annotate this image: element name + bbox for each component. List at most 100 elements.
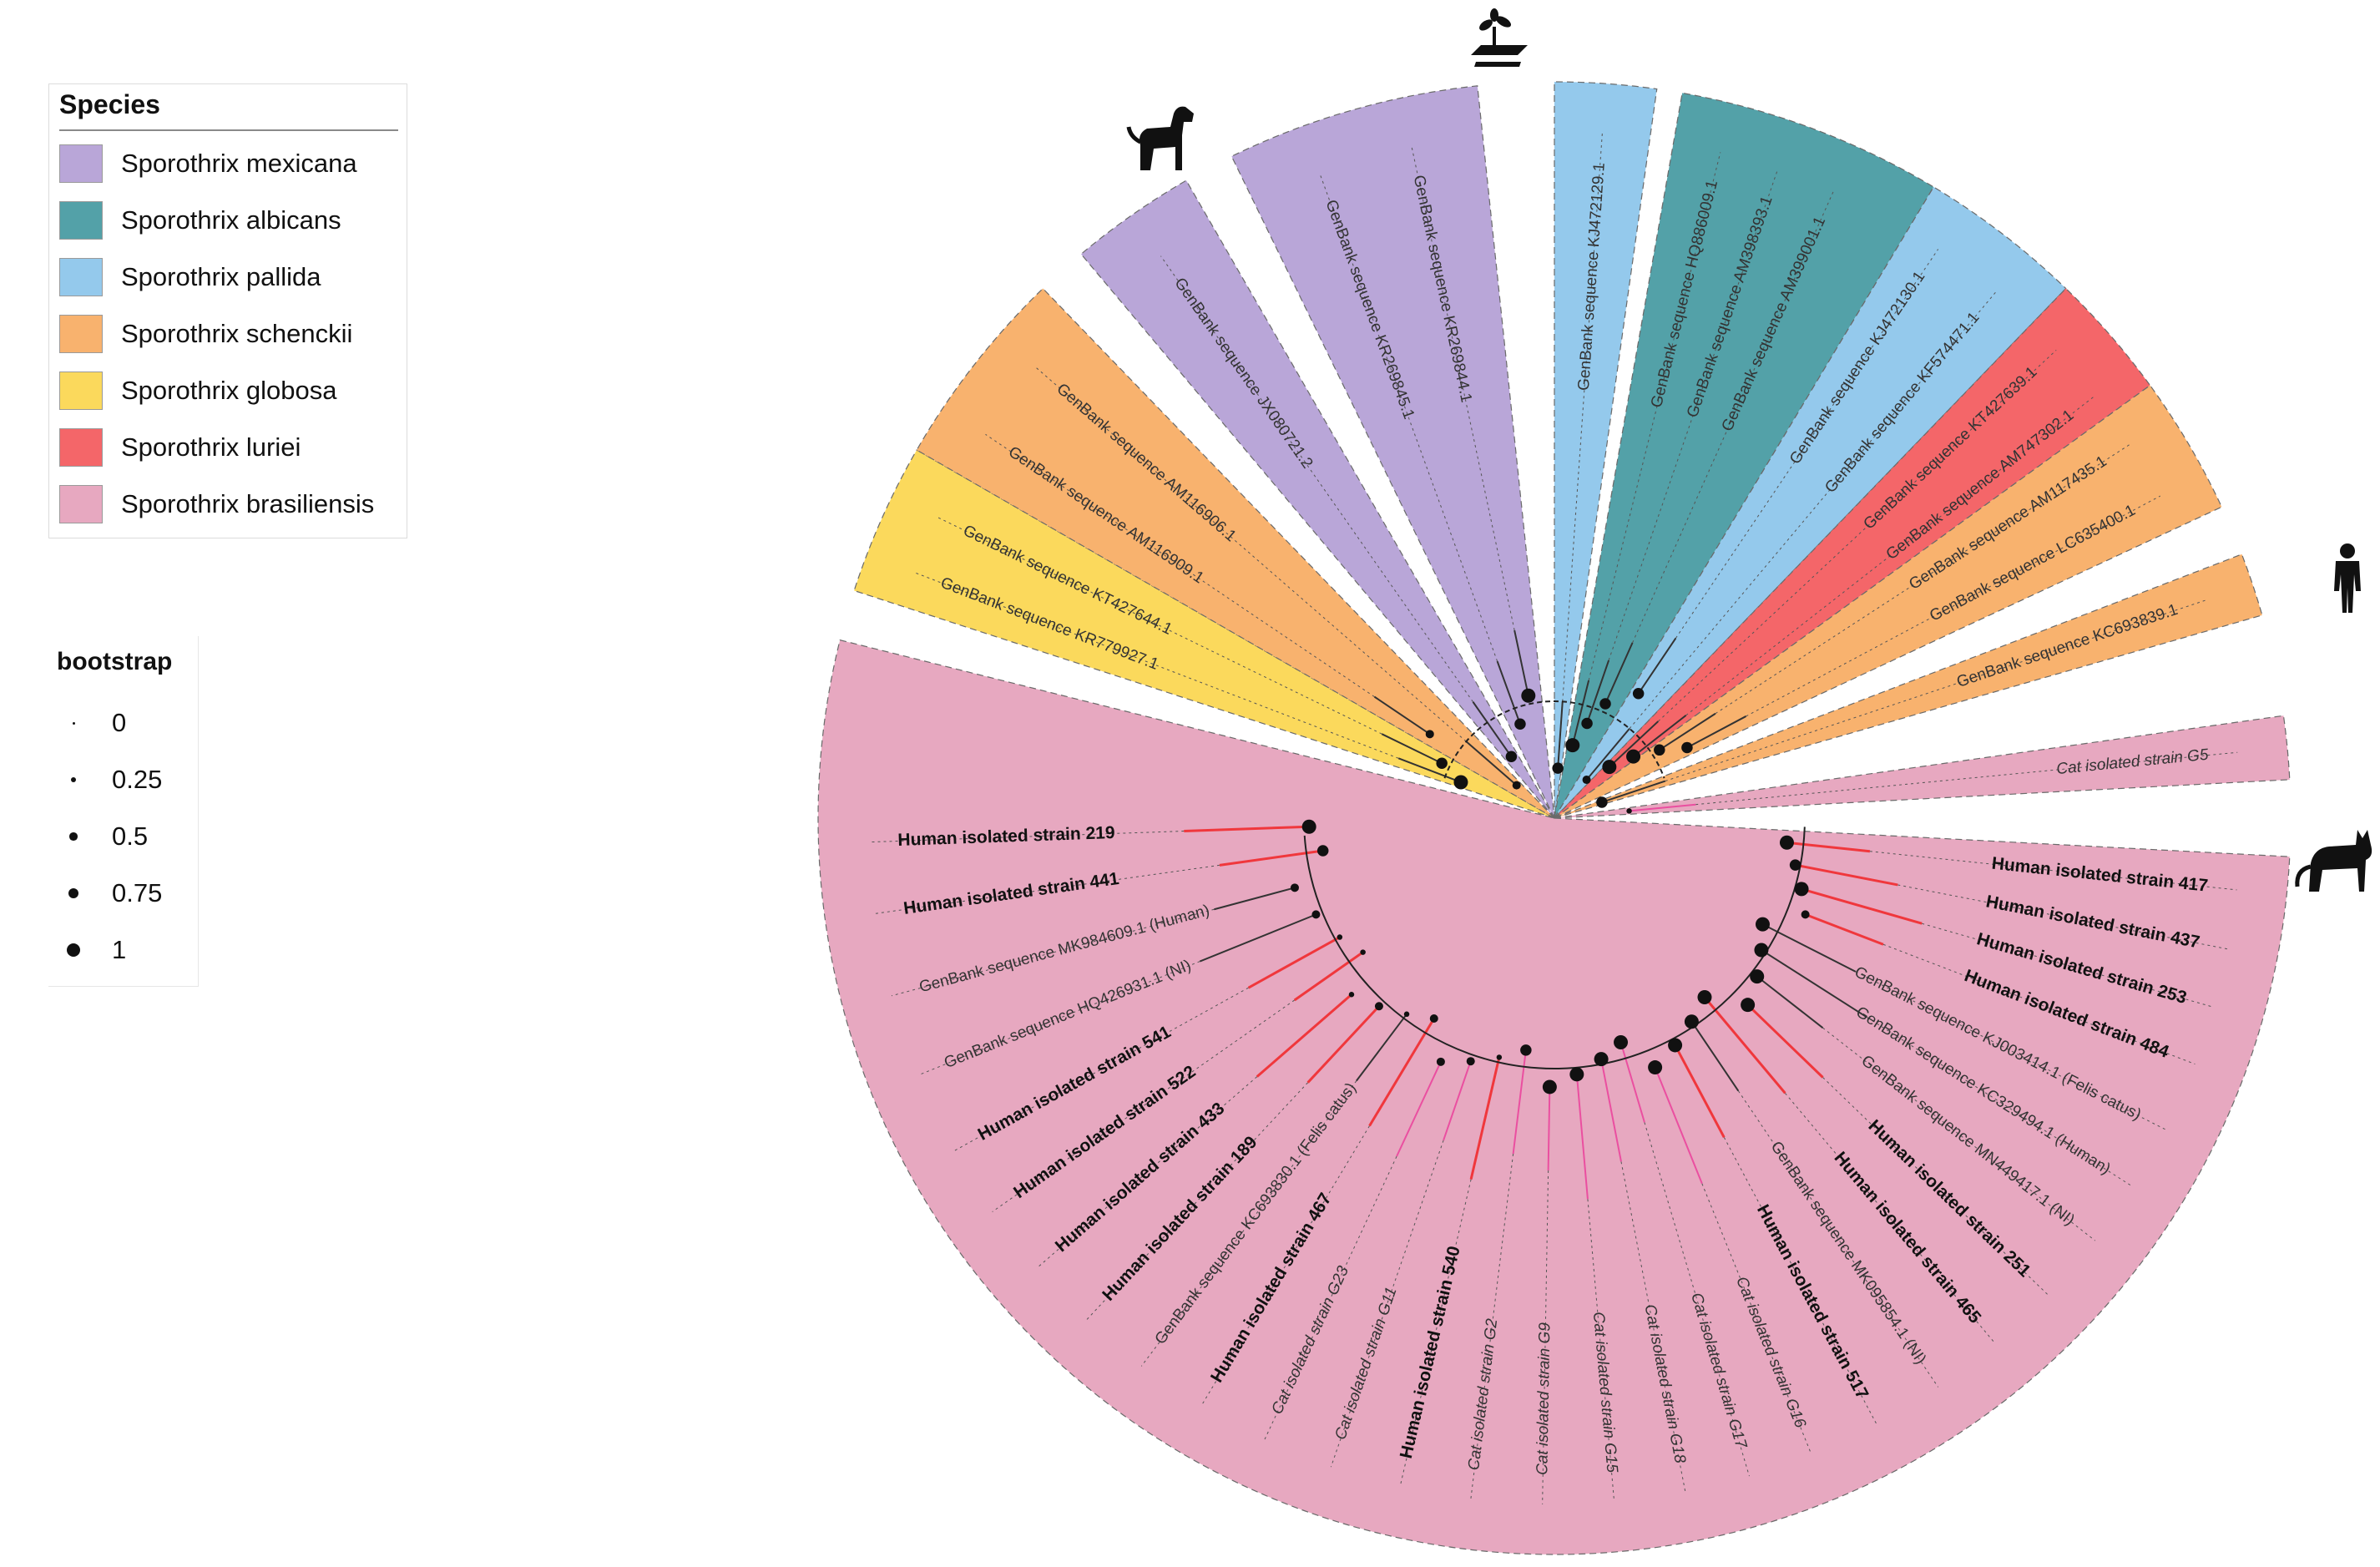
bootstrap-item: 0.5 xyxy=(48,820,190,853)
species-sector xyxy=(1230,85,1555,819)
tip-guide xyxy=(1587,1199,1615,1502)
tip-guide xyxy=(1629,291,1996,730)
bootstrap-dot xyxy=(1360,949,1366,955)
tip-guide xyxy=(937,517,1382,735)
bootstrap-dot xyxy=(1301,819,1316,834)
tip-branch xyxy=(1585,728,1630,781)
clade-arc xyxy=(1443,700,1665,779)
tip-guide xyxy=(1036,1076,1258,1269)
species-sector xyxy=(1554,92,1935,819)
legend-item-pallida: Sporothrix pallida xyxy=(59,258,321,296)
bootstrap-dot xyxy=(1453,775,1468,790)
tip-guide xyxy=(1701,1183,1812,1455)
tip-guide xyxy=(1411,146,1515,631)
legend-item-albicans: Sporothrix albicans xyxy=(59,201,341,240)
legend-swatch xyxy=(59,144,103,183)
species-sector xyxy=(1554,81,1658,819)
tip-guide xyxy=(1675,249,1939,639)
bootstrap-dot xyxy=(1403,1011,1410,1018)
bootstrap-dot xyxy=(1697,989,1712,1004)
legend-label: Sporothrix globosa xyxy=(121,376,337,405)
tip-branch xyxy=(1746,1003,1824,1079)
bootstrap-dot xyxy=(1425,730,1434,739)
legend-swatch xyxy=(59,485,103,523)
tip-branch xyxy=(1620,1042,1645,1123)
bootstrap-dot xyxy=(1648,1060,1663,1075)
tip-branch xyxy=(1396,1061,1442,1157)
tip-branch xyxy=(1356,1013,1407,1082)
bootstrap-dot xyxy=(1429,1014,1438,1024)
tip-guide xyxy=(1822,1027,2096,1241)
bootstrap-dot xyxy=(1599,698,1611,710)
bootstrap-dot xyxy=(1505,751,1518,763)
bootstrap-dot xyxy=(1801,910,1810,919)
bootstrap-dot xyxy=(1466,1057,1475,1066)
legend-item-brasiliensis: Sporothrix brasiliensis xyxy=(59,485,374,523)
tip-branch xyxy=(1805,912,1884,946)
tip-branch xyxy=(1600,1059,1622,1162)
bootstrap-dot xyxy=(1542,1079,1557,1094)
bootstrap-dot xyxy=(1374,1002,1383,1011)
tip-guide xyxy=(1746,495,2161,717)
tip-branch xyxy=(1801,887,1923,925)
bootstrap-dot xyxy=(1626,749,1641,764)
bootstrap-dot xyxy=(68,887,79,899)
bootstrap-dot xyxy=(1581,717,1593,730)
bootstrap-dot xyxy=(1614,1034,1629,1049)
dog-icon xyxy=(1126,106,1194,170)
species-sector xyxy=(1554,554,2263,819)
bootstrap-dot xyxy=(1594,1052,1609,1067)
tip-branch xyxy=(1306,1005,1381,1084)
tip-guide xyxy=(1330,1140,1444,1468)
species-sector xyxy=(916,287,1555,819)
bootstrap-dot xyxy=(1789,859,1801,871)
tip-guide xyxy=(913,571,1399,759)
plant-icon xyxy=(1471,8,1528,67)
tip-guide xyxy=(1562,133,1603,702)
tip-branch xyxy=(1761,949,1868,1019)
bootstrap-dot xyxy=(1569,1067,1584,1082)
tip-guide xyxy=(1867,1017,2134,1188)
bootstrap-dot xyxy=(70,776,77,783)
bootstrap-dot xyxy=(1514,718,1526,730)
bootstrap-dot xyxy=(1520,1044,1532,1056)
tip-branch xyxy=(1256,993,1352,1078)
tip-guide xyxy=(1715,443,2130,715)
tip-branch xyxy=(1513,629,1529,696)
tip-branch xyxy=(1472,701,1513,757)
tip-branch xyxy=(1443,1060,1472,1141)
tip-guide xyxy=(1036,367,1467,742)
legend-swatch xyxy=(59,372,103,410)
human-icon xyxy=(2334,543,2361,613)
tip-branch xyxy=(1397,757,1462,783)
legend-swatch xyxy=(59,428,103,467)
tip-branch xyxy=(1381,733,1443,765)
cat-icon xyxy=(2295,830,2372,892)
bootstrap-dot xyxy=(1632,688,1645,700)
bootstrap-dot xyxy=(1521,688,1536,703)
legend-item-globosa: Sporothrix globosa xyxy=(59,372,337,410)
bootstrap-dot xyxy=(1565,738,1580,753)
tip-guide xyxy=(1665,599,2206,782)
tip-guide-lines xyxy=(868,133,2238,1504)
tip-branch xyxy=(1293,951,1364,1002)
tip-branch xyxy=(1654,1067,1703,1185)
legend-item-luriei: Sporothrix luriei xyxy=(59,428,301,467)
bootstrap-dot xyxy=(67,943,80,957)
tip-branch xyxy=(1703,996,1786,1094)
bootstrap-dot xyxy=(1602,760,1617,775)
tip-label: Cat isolated strain G9 xyxy=(1534,1322,1554,1475)
tip-guide xyxy=(917,961,1200,1076)
tip-branch xyxy=(1629,803,1696,812)
bootstrap-dot xyxy=(1337,934,1343,940)
bootstrap-dot xyxy=(1754,943,1769,958)
legend-swatch xyxy=(59,315,103,353)
bootstrap-label: 1 xyxy=(112,935,127,964)
legend-label: Sporothrix luriei xyxy=(121,432,301,462)
legend-label: Sporothrix pallida xyxy=(121,262,321,291)
bootstrap-legend: bootstrap 0 0.25 0.5 0.75 1 xyxy=(48,636,199,987)
backbone-arc xyxy=(1303,826,1806,1069)
bootstrap-dot xyxy=(1582,776,1591,785)
tip-guide xyxy=(1140,1080,1357,1367)
